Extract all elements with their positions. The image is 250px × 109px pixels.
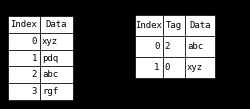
FancyBboxPatch shape [8,66,40,83]
Text: Index: Index [10,20,37,29]
Text: 3: 3 [32,87,37,96]
Text: 1: 1 [154,63,160,72]
FancyBboxPatch shape [8,16,40,33]
FancyBboxPatch shape [185,15,215,36]
Text: 0: 0 [32,37,37,46]
FancyBboxPatch shape [135,36,162,57]
Text: Tag: Tag [166,21,182,30]
Text: Index: Index [135,21,162,30]
FancyBboxPatch shape [135,15,162,36]
FancyBboxPatch shape [40,83,72,100]
FancyBboxPatch shape [162,36,185,57]
FancyBboxPatch shape [8,83,40,100]
Text: 0: 0 [164,63,170,72]
Text: abc: abc [42,70,58,79]
FancyBboxPatch shape [40,66,72,83]
Text: xyz: xyz [187,63,203,72]
Text: pdq: pdq [42,54,58,63]
FancyBboxPatch shape [185,36,215,57]
Text: 2: 2 [164,42,170,51]
FancyBboxPatch shape [162,57,185,78]
Text: 2: 2 [32,70,37,79]
FancyBboxPatch shape [40,16,72,33]
Text: abc: abc [187,42,203,51]
FancyBboxPatch shape [40,50,72,66]
Text: rgf: rgf [42,87,58,96]
FancyBboxPatch shape [8,50,40,66]
Text: 1: 1 [32,54,37,63]
FancyBboxPatch shape [8,33,40,50]
Text: Data: Data [46,20,67,29]
Text: xyz: xyz [42,37,58,46]
Text: 0: 0 [154,42,160,51]
FancyBboxPatch shape [40,33,72,50]
FancyBboxPatch shape [135,57,162,78]
FancyBboxPatch shape [185,57,215,78]
FancyBboxPatch shape [162,15,185,36]
Text: Data: Data [189,21,211,30]
